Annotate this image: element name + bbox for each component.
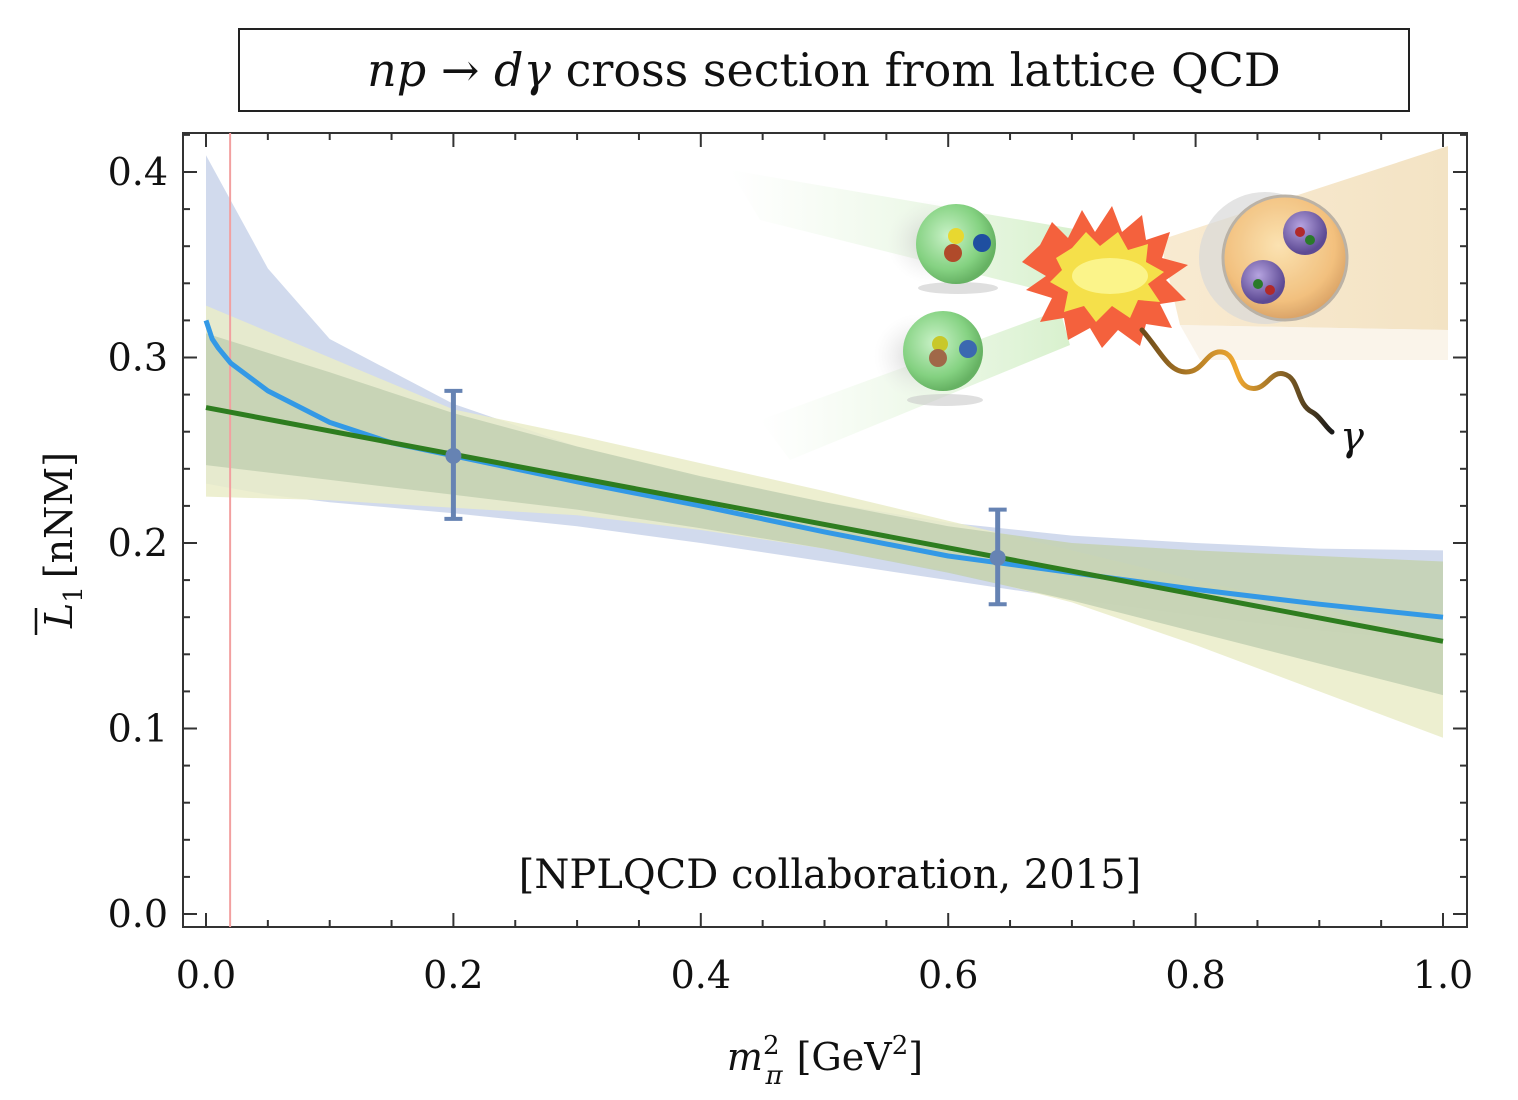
axis-ticks: [183, 133, 1467, 927]
x-tick-label: 0.2: [423, 953, 483, 997]
collaboration-annotation: [NPLQCD collaboration, 2015]: [519, 852, 1141, 898]
point-marker: [445, 447, 462, 464]
x-tick-label: 0.4: [671, 953, 731, 997]
y-tick-label: 0.2: [108, 521, 168, 565]
y-tick-label: 0.0: [108, 892, 168, 936]
x-label-unit-close: ]: [908, 1035, 923, 1079]
neutron-particle: [887, 200, 998, 294]
collision-burst: [1022, 206, 1188, 348]
y-label-sub: 1: [59, 586, 89, 603]
x-axis-label: m2 π [GeV2]: [727, 1031, 923, 1091]
svg-text:L1[nNM]: L1 [nNM]: [37, 452, 89, 629]
y-label-var: L: [37, 603, 81, 629]
chart-title: np → dγ cross section from lattice QCD: [238, 28, 1410, 112]
photon-label: γ: [1340, 414, 1364, 460]
data-point-1: [444, 388, 463, 521]
title-arrow: →: [440, 43, 480, 97]
x-label-sub: π: [765, 1061, 784, 1091]
point-marker: [989, 549, 1006, 566]
overlap-error-band: [206, 333, 1443, 696]
deuteron-particle: [1199, 192, 1349, 324]
y-axis-label: L1 [nNM]: [34, 452, 89, 635]
svg-text:m2π[GeV2]: m2 π [GeV2]: [727, 1031, 923, 1091]
data-point-2: [988, 507, 1007, 607]
blue-error-band: [206, 155, 1443, 642]
x-label-unit-sup: 2: [892, 1031, 909, 1061]
x-label-sup: 2: [763, 1031, 780, 1061]
x-label-unit: [GeV: [797, 1035, 893, 1079]
proton-particle: [874, 311, 983, 406]
photon-wave: [1139, 327, 1335, 435]
y-tick-label: 0.3: [108, 336, 168, 380]
data-points: [444, 388, 1007, 607]
tick-labels: 0.0 0.2 0.4 0.6 0.8 1.0 0.0 0.1 0.2 0.3 0.4: [108, 150, 1474, 997]
title-text: cross section from lattice QCD: [565, 43, 1281, 97]
green-fit-line: [205, 405, 1444, 644]
y-label-unit: [nNM]: [37, 452, 81, 578]
x-label-var: m: [727, 1035, 763, 1079]
error-bands: [206, 133, 1443, 927]
fit-lines: [203, 319, 1444, 644]
outgoing-beam-lower: [1180, 325, 1448, 360]
title-math-rhs: dγ: [494, 43, 551, 97]
x-tick-label: 1.0: [1413, 953, 1473, 997]
x-tick-label: 0.0: [176, 953, 236, 997]
y-tick-label: 0.4: [108, 150, 168, 194]
y-tick-label: 0.1: [108, 707, 168, 751]
title-math-lhs: np: [367, 43, 427, 97]
x-tick-label: 0.6: [918, 953, 978, 997]
x-tick-label: 0.8: [1165, 953, 1225, 997]
reaction-illustration: γ: [730, 146, 1448, 460]
